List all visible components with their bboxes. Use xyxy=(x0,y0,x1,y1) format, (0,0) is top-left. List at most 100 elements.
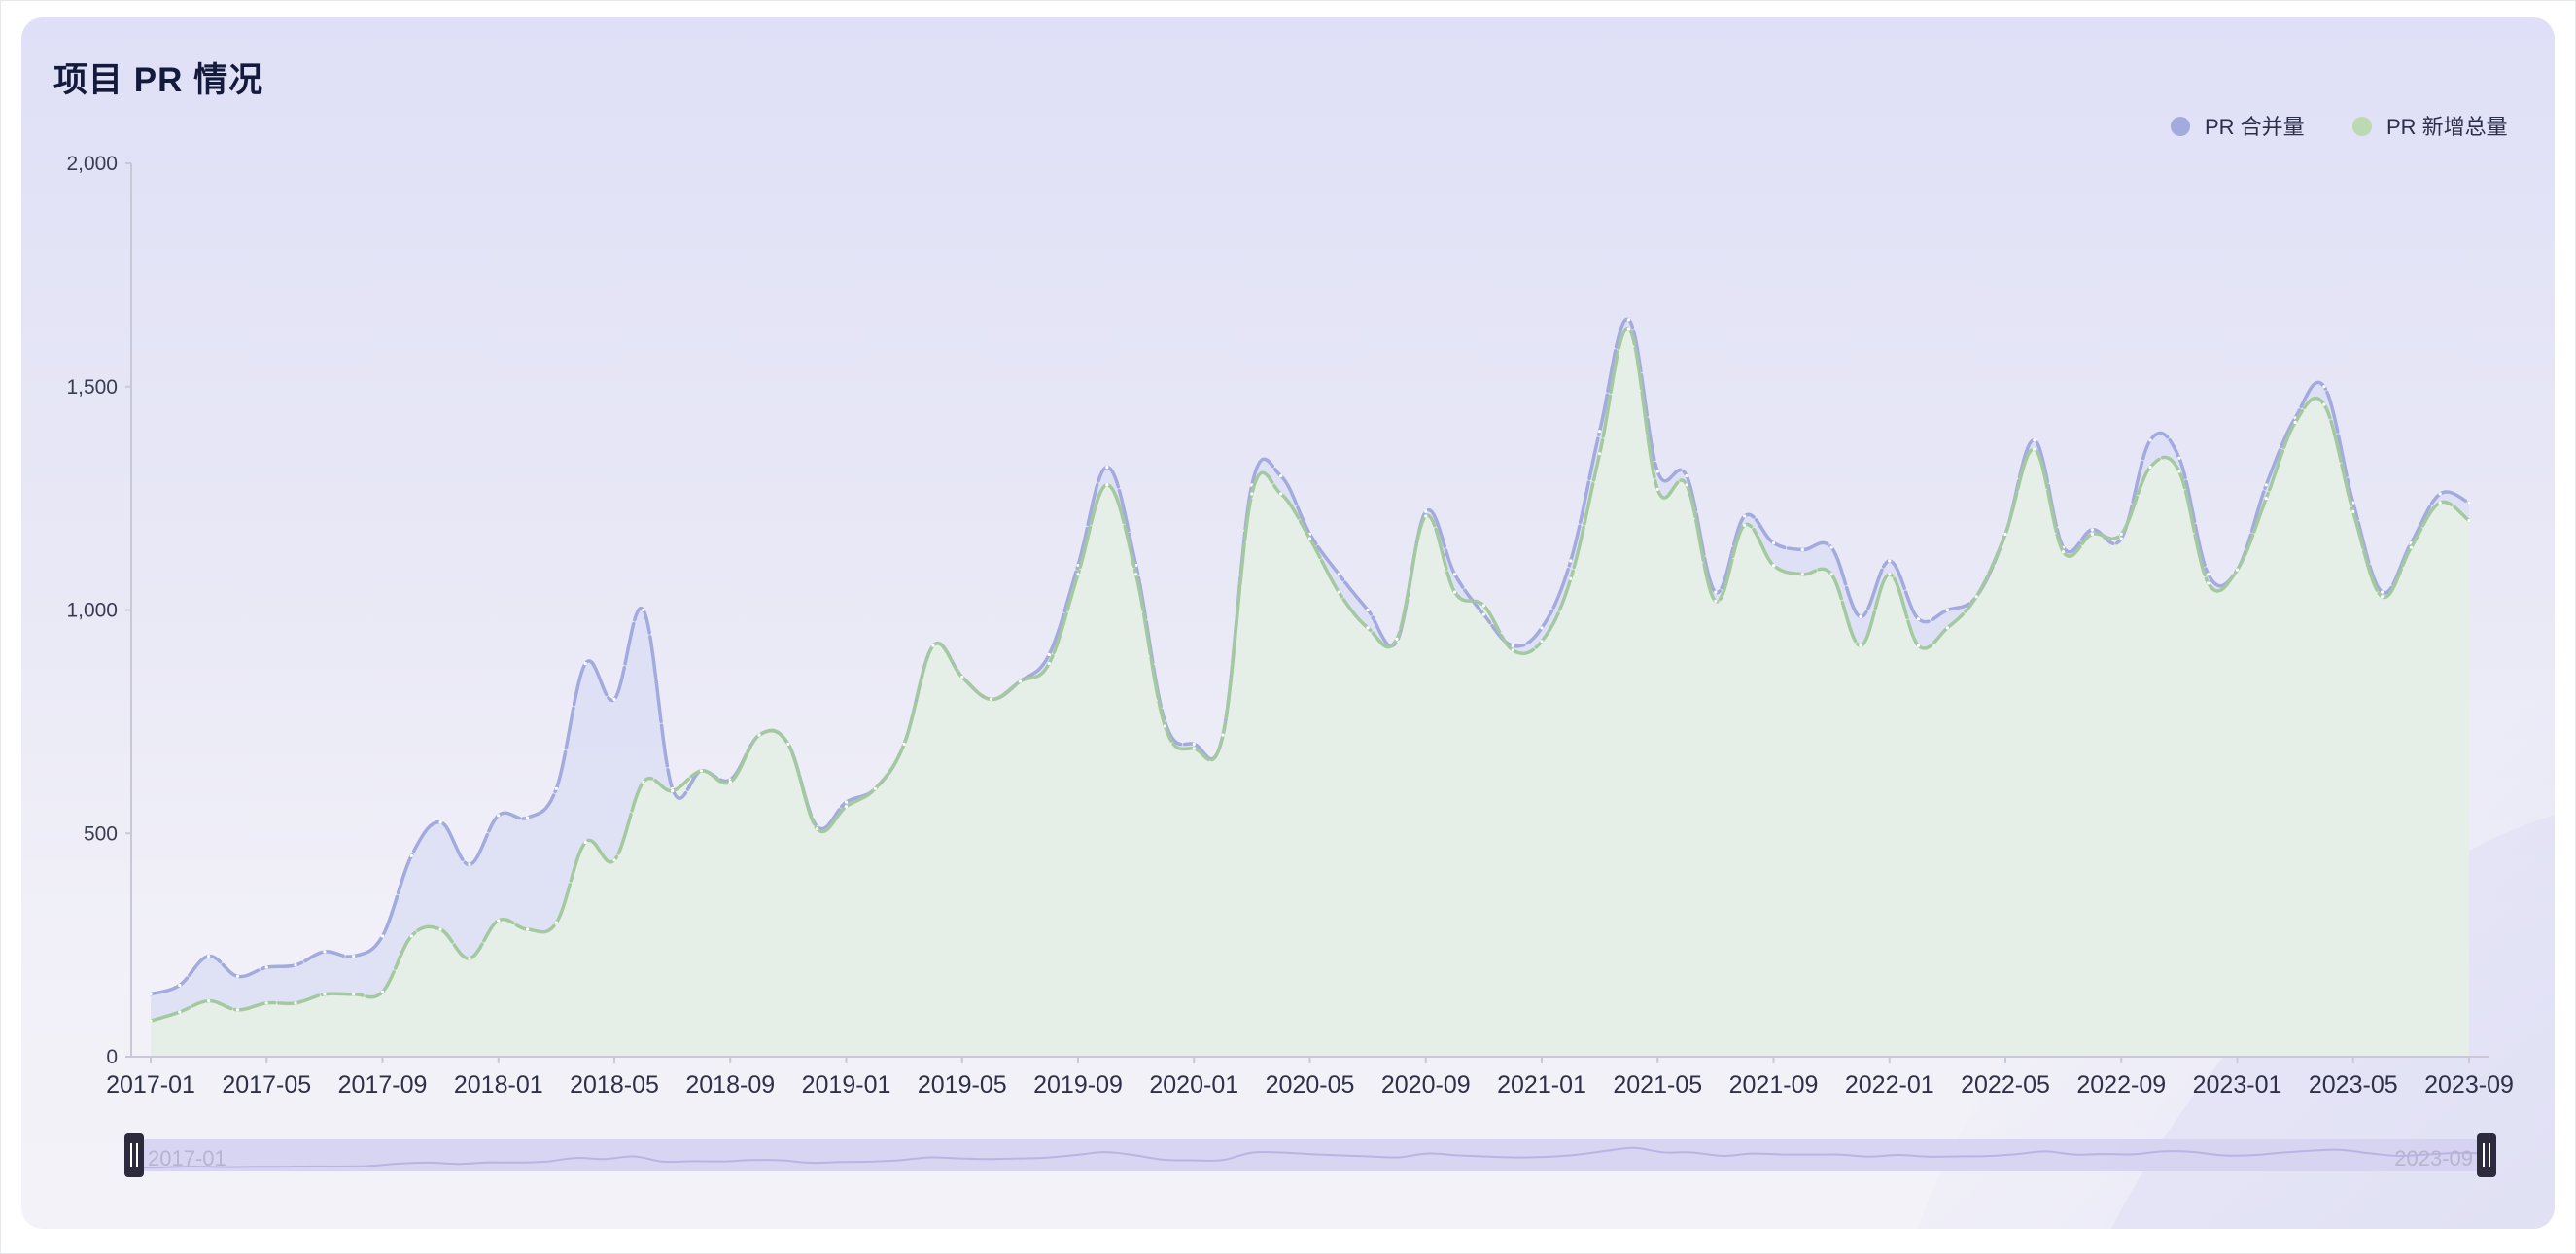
point-series-1[interactable] xyxy=(294,1001,297,1005)
point-series-1[interactable] xyxy=(525,927,530,931)
point-series-1[interactable] xyxy=(642,780,645,784)
zoom-handle-end[interactable] xyxy=(2477,1133,2496,1177)
point-series-0[interactable] xyxy=(178,983,182,988)
point-series-1[interactable] xyxy=(323,993,327,996)
point-series-0[interactable] xyxy=(409,853,413,857)
point-series-0[interactable] xyxy=(1047,652,1051,657)
legend-label-0[interactable]: PR 合并量 xyxy=(2205,115,2305,139)
point-series-1[interactable] xyxy=(844,805,849,809)
point-series-1[interactable] xyxy=(583,840,587,845)
zoom-handle-start[interactable] xyxy=(124,1133,144,1177)
point-series-0[interactable] xyxy=(583,662,587,666)
point-series-0[interactable] xyxy=(2438,492,2442,496)
point-series-1[interactable] xyxy=(671,788,675,793)
point-series-0[interactable] xyxy=(497,814,501,818)
point-series-1[interactable] xyxy=(1018,679,1022,683)
point-series-1[interactable] xyxy=(1859,644,1862,647)
point-series-1[interactable] xyxy=(149,1019,153,1023)
point-series-0[interactable] xyxy=(1511,644,1514,647)
point-series-1[interactable] xyxy=(235,1008,240,1012)
point-series-0[interactable] xyxy=(380,934,385,938)
point-series-0[interactable] xyxy=(1481,612,1485,616)
point-series-1[interactable] xyxy=(786,742,790,746)
point-series-0[interactable] xyxy=(352,955,356,958)
point-series-1[interactable] xyxy=(1221,733,1225,737)
point-series-0[interactable] xyxy=(1452,573,1457,576)
point-series-1[interactable] xyxy=(612,858,616,862)
point-series-0[interactable] xyxy=(294,963,297,967)
point-series-1[interactable] xyxy=(1569,576,1573,580)
point-series-1[interactable] xyxy=(207,998,211,1003)
point-series-1[interactable] xyxy=(2380,595,2385,599)
point-series-0[interactable] xyxy=(642,608,645,612)
point-series-0[interactable] xyxy=(1771,540,1776,545)
legend-marker-1[interactable] xyxy=(2352,117,2372,136)
point-series-1[interactable] xyxy=(2177,470,2181,473)
point-series-0[interactable] xyxy=(1945,608,1949,612)
point-series-0[interactable] xyxy=(1192,742,1196,746)
point-series-0[interactable] xyxy=(1888,559,1892,563)
point-series-1[interactable] xyxy=(2119,532,2123,536)
point-series-1[interactable] xyxy=(989,697,993,702)
point-series-0[interactable] xyxy=(2322,385,2326,389)
point-series-0[interactable] xyxy=(1279,474,1283,478)
point-series-1[interactable] xyxy=(699,769,704,773)
point-series-1[interactable] xyxy=(960,675,964,679)
point-series-1[interactable] xyxy=(2235,568,2240,572)
point-series-1[interactable] xyxy=(497,919,501,923)
point-series-0[interactable] xyxy=(1800,547,1804,552)
point-series-1[interactable] xyxy=(1598,452,1602,456)
point-series-0[interactable] xyxy=(264,965,268,969)
point-series-1[interactable] xyxy=(1395,637,1399,641)
point-series-0[interactable] xyxy=(149,993,153,996)
point-series-1[interactable] xyxy=(728,780,732,784)
point-series-1[interactable] xyxy=(1047,662,1051,666)
point-series-0[interactable] xyxy=(1424,509,1428,514)
point-series-1[interactable] xyxy=(1192,747,1196,750)
point-series-0[interactable] xyxy=(2264,483,2268,487)
point-series-0[interactable] xyxy=(2119,537,2123,540)
point-series-0[interactable] xyxy=(1655,470,1659,473)
point-series-0[interactable] xyxy=(2090,528,2095,532)
point-series-1[interactable] xyxy=(468,957,471,960)
point-series-1[interactable] xyxy=(873,786,877,790)
point-series-0[interactable] xyxy=(554,786,558,790)
point-series-0[interactable] xyxy=(1916,617,1921,621)
point-series-1[interactable] xyxy=(1800,573,1804,576)
point-series-1[interactable] xyxy=(1307,537,1312,540)
point-series-0[interactable] xyxy=(1829,545,1833,549)
point-series-1[interactable] xyxy=(2003,532,2007,536)
point-series-1[interactable] xyxy=(2207,581,2210,585)
point-series-1[interactable] xyxy=(1481,604,1485,608)
point-series-1[interactable] xyxy=(1540,640,1544,644)
point-series-1[interactable] xyxy=(1511,648,1514,652)
legend-marker-0[interactable] xyxy=(2171,117,2190,136)
point-series-1[interactable] xyxy=(1685,483,1688,487)
point-series-1[interactable] xyxy=(264,1001,268,1005)
point-series-0[interactable] xyxy=(2207,573,2210,576)
point-series-1[interactable] xyxy=(438,927,442,931)
point-series-1[interactable] xyxy=(2409,545,2413,549)
point-series-0[interactable] xyxy=(468,862,471,867)
point-series-1[interactable] xyxy=(1337,590,1340,594)
point-series-0[interactable] xyxy=(844,800,849,804)
point-series-0[interactable] xyxy=(2380,590,2385,594)
point-series-1[interactable] xyxy=(2062,550,2066,554)
point-series-1[interactable] xyxy=(1771,563,1776,568)
point-series-1[interactable] xyxy=(2033,447,2036,451)
point-series-1[interactable] xyxy=(1743,523,1747,527)
point-series-1[interactable] xyxy=(931,644,935,647)
point-series-1[interactable] xyxy=(2264,497,2268,501)
point-series-1[interactable] xyxy=(1655,487,1659,492)
point-series-0[interactable] xyxy=(323,950,327,954)
point-series-1[interactable] xyxy=(1974,595,1978,599)
point-series-0[interactable] xyxy=(1337,573,1340,576)
point-series-1[interactable] xyxy=(816,827,819,831)
point-series-0[interactable] xyxy=(1540,626,1544,630)
point-series-1[interactable] xyxy=(178,1010,182,1014)
point-series-1[interactable] xyxy=(1626,327,1631,331)
point-series-1[interactable] xyxy=(2322,402,2326,406)
point-series-1[interactable] xyxy=(1888,573,1892,576)
point-series-0[interactable] xyxy=(1626,318,1631,322)
point-series-1[interactable] xyxy=(2293,420,2297,425)
